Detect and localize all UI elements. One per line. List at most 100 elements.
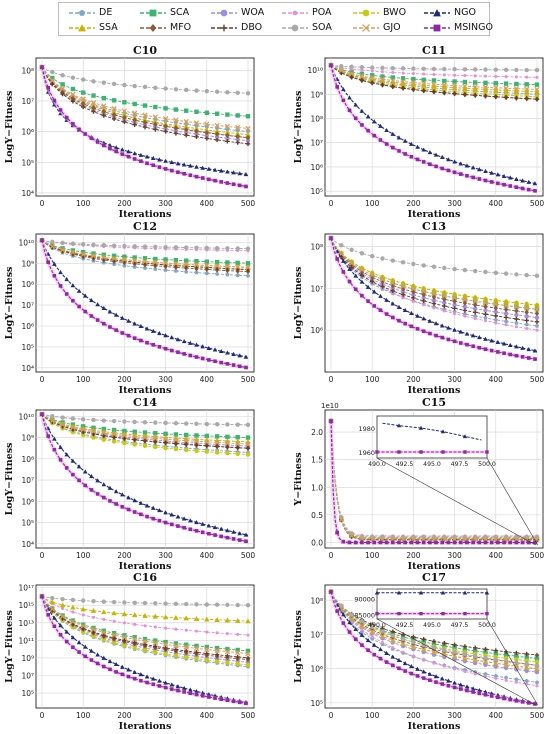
point-marker	[207, 695, 211, 699]
point-marker	[431, 291, 437, 297]
point-marker	[138, 500, 144, 505]
point-marker	[102, 321, 106, 326]
point-marker	[359, 267, 365, 273]
point-marker	[214, 439, 220, 446]
point-marker	[142, 103, 148, 108]
x-tick-label: 400	[489, 551, 504, 560]
point-marker	[120, 152, 125, 156]
point-marker	[513, 88, 520, 94]
point-marker	[152, 435, 158, 442]
point-marker	[451, 84, 458, 90]
point-marker	[108, 499, 112, 503]
point-marker	[77, 127, 81, 132]
series-line-ngo	[330, 237, 538, 352]
y-tick-label: 0.0	[311, 538, 323, 547]
point-marker	[440, 335, 445, 340]
point-marker	[142, 430, 148, 435]
point-marker	[162, 614, 169, 620]
point-marker	[194, 164, 199, 169]
point-marker	[359, 632, 365, 637]
point-marker	[46, 434, 50, 438]
y-tick-label: 10⁴	[21, 364, 34, 373]
y-tick-label: 10⁶	[21, 128, 34, 137]
point-marker	[132, 83, 137, 89]
y-scale-label: 1e10	[321, 402, 339, 410]
point-marker	[163, 510, 168, 515]
point-marker	[365, 114, 371, 119]
point-marker	[214, 111, 220, 116]
point-marker	[390, 79, 396, 85]
point-marker	[400, 638, 406, 645]
point-marker	[173, 641, 179, 646]
point-marker	[495, 339, 501, 345]
point-marker	[503, 315, 509, 320]
point-marker	[143, 624, 147, 628]
point-marker	[535, 75, 539, 79]
point-marker	[214, 122, 220, 129]
point-marker	[390, 84, 395, 89]
point-marker	[493, 317, 498, 322]
point-marker	[396, 423, 402, 428]
point-marker	[184, 269, 189, 274]
point-marker	[184, 421, 189, 426]
point-marker	[175, 161, 181, 166]
point-marker	[524, 661, 529, 667]
point-marker	[431, 301, 437, 306]
point-marker	[473, 80, 478, 85]
point-marker	[142, 256, 148, 261]
point-marker	[114, 502, 118, 506]
point-marker	[400, 292, 406, 297]
point-marker	[371, 119, 377, 124]
point-marker	[473, 316, 477, 321]
point-marker	[224, 440, 231, 446]
chart-title: C13	[422, 220, 446, 233]
point-marker	[525, 75, 529, 79]
point-marker	[514, 81, 519, 87]
series-line-poa	[330, 591, 538, 687]
point-marker	[142, 438, 148, 444]
point-marker	[132, 498, 137, 503]
point-marker	[534, 663, 540, 668]
point-marker	[225, 90, 230, 95]
point-marker	[462, 308, 468, 313]
point-marker	[157, 678, 162, 683]
point-marker	[442, 640, 447, 646]
x-axis-label: Iterations	[119, 721, 172, 732]
point-marker	[526, 187, 531, 192]
point-marker	[225, 632, 229, 636]
point-marker	[245, 648, 251, 654]
point-marker	[213, 533, 217, 537]
point-marker	[348, 533, 355, 539]
point-marker	[78, 9, 86, 16]
point-marker	[207, 177, 211, 182]
point-marker	[524, 88, 530, 94]
point-marker	[502, 351, 506, 356]
point-marker	[83, 654, 88, 659]
chart-title: C14	[133, 396, 157, 409]
point-marker	[483, 178, 488, 183]
point-marker	[184, 648, 189, 654]
point-marker	[473, 268, 478, 274]
point-marker	[451, 295, 458, 301]
point-marker	[235, 246, 240, 251]
point-marker	[173, 446, 179, 452]
point-marker	[95, 318, 100, 322]
point-marker	[493, 313, 498, 319]
point-marker	[162, 436, 169, 442]
point-marker	[483, 67, 488, 72]
point-marker	[418, 590, 424, 595]
point-marker	[384, 127, 389, 133]
series-group	[39, 237, 251, 370]
point-marker	[349, 64, 354, 69]
point-marker	[225, 350, 230, 355]
chart-c13: 0 100 200 300 400 500 10⁶ 10⁷ 10⁸ C13 Iterations Lo…	[293, 220, 544, 396]
point-marker	[207, 358, 211, 362]
point-marker	[126, 674, 131, 679]
point-marker	[384, 312, 389, 316]
point-marker	[194, 433, 199, 438]
point-marker	[225, 112, 230, 117]
point-marker	[493, 657, 498, 662]
point-marker	[370, 279, 375, 284]
series-line-dbo	[330, 64, 538, 100]
point-marker	[349, 247, 354, 253]
